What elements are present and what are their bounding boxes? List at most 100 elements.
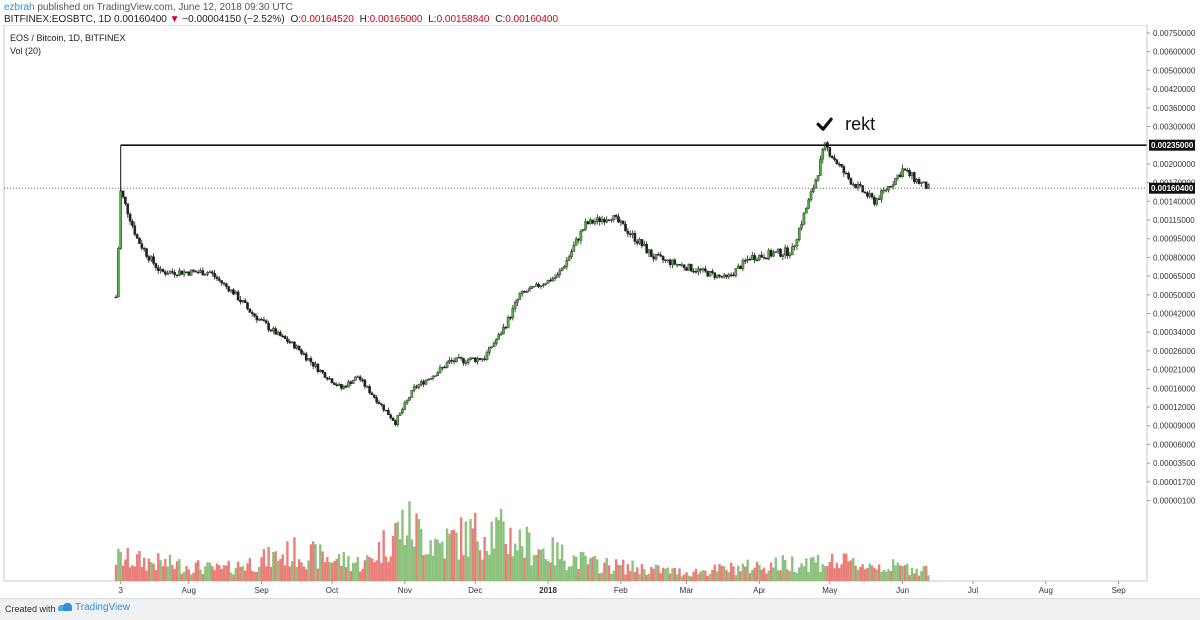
volume-bar	[187, 569, 190, 581]
candle-body	[424, 379, 428, 385]
candle-body	[438, 367, 442, 373]
candle-body	[222, 282, 226, 285]
tradingview-brand-link[interactable]: TradingView	[58, 602, 130, 613]
volume-bar	[302, 566, 306, 581]
candle-body	[117, 248, 120, 298]
volume-bar	[690, 576, 693, 581]
candle-body	[645, 243, 648, 254]
candle-body	[866, 192, 869, 197]
volume-bar	[295, 567, 298, 581]
volume-bar	[560, 544, 564, 581]
volume-bar	[614, 559, 618, 581]
volume-bar	[495, 517, 498, 581]
volume-bar	[370, 558, 374, 581]
volume-bar	[340, 565, 343, 581]
volume-bar	[523, 557, 526, 581]
volume-bar	[772, 567, 775, 581]
volume-bar	[229, 572, 233, 581]
candle-body	[441, 366, 444, 369]
volume-bar	[410, 539, 414, 581]
volume-bar	[565, 570, 569, 581]
candle-body	[542, 284, 545, 286]
volume-bar	[511, 556, 515, 581]
candle-body	[316, 363, 320, 372]
volume-bar	[856, 569, 860, 581]
volume-bar	[737, 565, 740, 581]
volume-bar	[166, 566, 169, 581]
candle-body	[370, 392, 374, 396]
volume-bar	[382, 530, 385, 581]
candle-body	[689, 264, 693, 272]
author-link[interactable]: ezbrah	[4, 2, 35, 13]
horizontal-levels	[4, 144, 1147, 192]
y-axis: 0.00750000 0.00600000 0.00500000 0.00420000…	[1146, 25, 1196, 581]
candle-body	[678, 263, 681, 266]
candle-body	[875, 198, 879, 205]
candle-body	[800, 223, 803, 229]
candle-body	[739, 265, 742, 270]
volume-bar	[718, 564, 721, 581]
candle-body	[354, 376, 357, 381]
y-tick-label: 0.00021000	[1153, 366, 1196, 375]
candle-body	[131, 220, 134, 226]
candle-body	[260, 318, 263, 321]
volume-bar	[906, 563, 909, 581]
annotation: rekt	[816, 114, 875, 134]
volume-bar	[234, 568, 237, 581]
volume-bar	[168, 554, 172, 581]
x-tick-label: Jul	[968, 586, 978, 595]
candle-body	[471, 357, 475, 359]
candle-body	[473, 357, 477, 362]
volume-bar	[870, 565, 874, 581]
candle-body	[232, 289, 235, 295]
candle-body	[173, 272, 177, 275]
volume-bar	[307, 560, 310, 581]
candle-body	[140, 243, 144, 249]
candle-body	[149, 256, 153, 261]
candle-body	[161, 268, 165, 272]
high-value: 0.00165000	[369, 14, 423, 25]
x-tick-label: Sep	[254, 586, 269, 595]
candle-body	[304, 353, 308, 361]
candle-body	[363, 379, 367, 387]
volume-bar	[525, 526, 529, 581]
candle-body	[718, 274, 721, 277]
candle-body	[417, 384, 421, 388]
candle-body	[389, 414, 393, 419]
down-arrow-icon: ▼	[169, 14, 180, 25]
volume-bar	[485, 550, 489, 581]
candle-body	[774, 251, 778, 254]
candle-body	[652, 256, 655, 260]
volume-bar	[621, 559, 625, 581]
volume-bar	[281, 554, 284, 581]
candle-body	[431, 375, 435, 379]
volume-bar	[577, 569, 580, 581]
volume-bar	[509, 527, 512, 581]
volume-bar	[607, 565, 611, 581]
candle-body	[621, 220, 625, 225]
price-chart[interactable]: EOS / Bitcoin, 1D, BITFINEX Vol (20) 0.0…	[0, 25, 1200, 598]
candle-body	[201, 270, 205, 276]
candle-body	[647, 249, 651, 254]
volume-bar	[612, 570, 615, 581]
volume-bar	[582, 551, 585, 581]
volume-bar	[863, 569, 867, 581]
candle-body	[142, 248, 146, 250]
volume-bar	[471, 528, 475, 581]
volume-bar	[405, 535, 409, 581]
volume-bar	[114, 564, 118, 581]
candle-body	[563, 266, 566, 269]
candle-body	[358, 376, 362, 381]
volume-bar	[908, 575, 911, 581]
candle-body	[239, 299, 242, 303]
volume-bar	[189, 574, 193, 581]
volume-bar	[333, 561, 336, 581]
candle-body	[476, 358, 479, 362]
candle-body	[483, 358, 486, 361]
volume-bar	[255, 571, 259, 581]
chart-area[interactable]: EOS / Bitcoin, 1D, BITFINEX Vol (20) 0.0…	[0, 25, 1200, 598]
candle-body	[661, 256, 665, 261]
volume-bar	[272, 551, 275, 581]
volume-bar	[734, 575, 738, 581]
volume-bar	[384, 556, 388, 581]
